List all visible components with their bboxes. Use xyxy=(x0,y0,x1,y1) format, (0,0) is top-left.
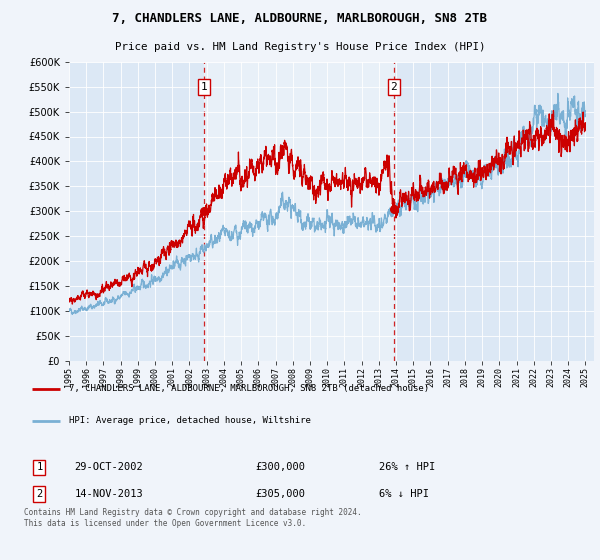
Text: 2: 2 xyxy=(37,489,43,500)
Text: 7, CHANDLERS LANE, ALDBOURNE, MARLBOROUGH, SN8 2TB (detached house): 7, CHANDLERS LANE, ALDBOURNE, MARLBOROUG… xyxy=(69,384,429,393)
Text: 14-NOV-2013: 14-NOV-2013 xyxy=(74,489,143,500)
Text: 26% ↑ HPI: 26% ↑ HPI xyxy=(379,463,435,473)
Text: 1: 1 xyxy=(37,463,43,473)
Text: £300,000: £300,000 xyxy=(255,463,305,473)
Text: 2: 2 xyxy=(391,82,397,92)
Text: HPI: Average price, detached house, Wiltshire: HPI: Average price, detached house, Wilt… xyxy=(69,416,311,425)
Text: 1: 1 xyxy=(200,82,207,92)
Text: 6% ↓ HPI: 6% ↓ HPI xyxy=(379,489,429,500)
Text: £305,000: £305,000 xyxy=(255,489,305,500)
Bar xyxy=(204,62,394,361)
Text: Contains HM Land Registry data © Crown copyright and database right 2024.
This d: Contains HM Land Registry data © Crown c… xyxy=(23,508,361,528)
Text: 29-OCT-2002: 29-OCT-2002 xyxy=(74,463,143,473)
Text: 7, CHANDLERS LANE, ALDBOURNE, MARLBOROUGH, SN8 2TB: 7, CHANDLERS LANE, ALDBOURNE, MARLBOROUG… xyxy=(113,12,487,25)
Text: Price paid vs. HM Land Registry's House Price Index (HPI): Price paid vs. HM Land Registry's House … xyxy=(115,43,485,52)
